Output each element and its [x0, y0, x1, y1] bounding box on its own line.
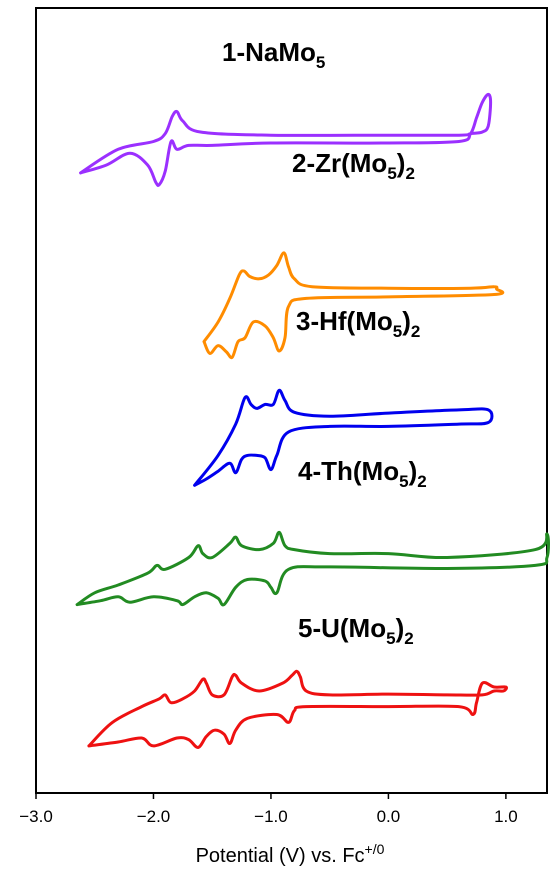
plot-frame [35, 7, 548, 794]
series-label-3: 3-Hf(Mo5)2 [296, 306, 420, 341]
series-label-2: 2-Zr(Mo5)2 [292, 148, 415, 183]
series-line-3 [193, 388, 494, 487]
series-line-2 [202, 251, 505, 360]
x-tick-label: 0.0 [377, 807, 401, 826]
series-line-4 [75, 530, 550, 607]
series-curves [75, 92, 550, 749]
x-tick-label: −3.0 [19, 807, 53, 826]
x-tick-label: 1.0 [494, 807, 518, 826]
series-label-4: 4-Th(Mo5)2 [298, 456, 427, 491]
series-line-5 [87, 669, 508, 749]
series-labels: 1-NaMo5 2-Zr(Mo5)2 3-Hf(Mo5)2 4-Th(Mo5)2 5-U… [222, 37, 427, 648]
x-tick-label: −2.0 [137, 807, 171, 826]
series-label-1: 1-NaMo5 [222, 37, 325, 72]
x-tick-label: −1.0 [254, 807, 288, 826]
x-axis-label: Potential (V) vs. Fc+/0 [196, 841, 385, 867]
series-line-1 [79, 92, 493, 188]
series-label-5: 5-U(Mo5)2 [298, 613, 414, 648]
x-axis-ticks: −3.0 −2.0 −1.0 0.0 1.0 [19, 793, 518, 826]
